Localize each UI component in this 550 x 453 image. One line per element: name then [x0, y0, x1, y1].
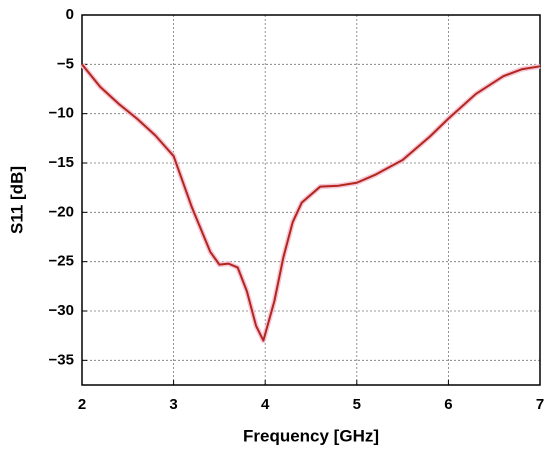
line-glow [80, 62, 541, 344]
y-tick-label: −10 [49, 105, 74, 122]
y-tick-label: −30 [49, 302, 74, 319]
x-tick-label: 3 [169, 396, 177, 413]
x-tick-label: 2 [78, 396, 86, 413]
y-tick-label: 0 [66, 6, 74, 23]
y-tick-label: −25 [49, 253, 74, 270]
x-tick-label: 7 [536, 396, 544, 413]
y-tick-label: −5 [57, 55, 74, 72]
line [81, 63, 541, 342]
y-tick-label: −15 [49, 154, 74, 171]
x-tick-label: 6 [444, 396, 452, 413]
x-tick-label: 4 [261, 396, 270, 413]
plot-frame [81, 14, 541, 386]
y-axis-label: S11 [dB] [7, 166, 26, 234]
y-tick-label: −35 [49, 351, 74, 368]
x-axis-label: Frequency [GHz] [243, 426, 379, 445]
x-tick-label: 5 [353, 396, 361, 413]
y-tick-label: −20 [49, 203, 74, 220]
